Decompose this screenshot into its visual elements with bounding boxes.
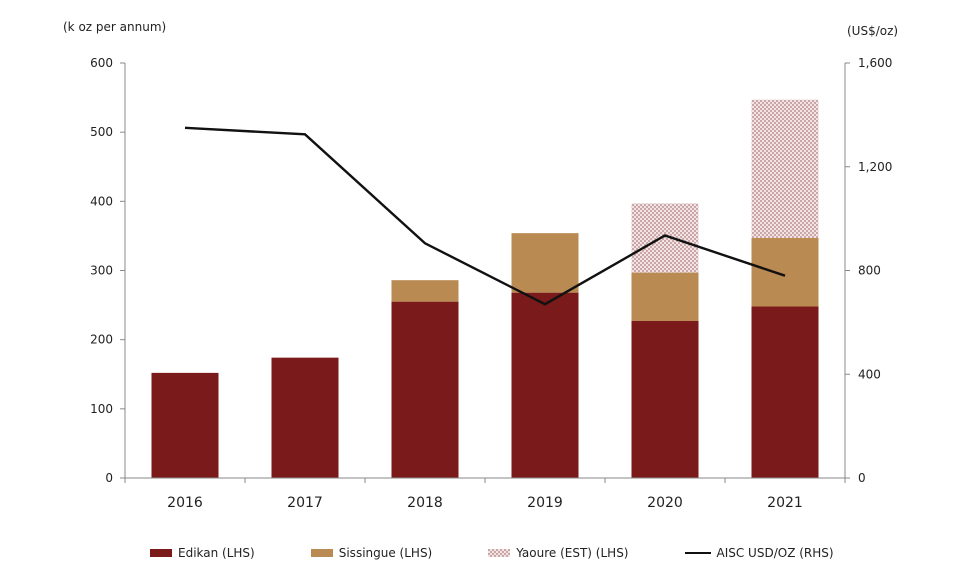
bar-sissingue-2018 [391,280,459,302]
bar-edikan-2020 [631,320,699,478]
legend-label-sissingue: Sissingue (LHS) [338,546,433,560]
bar-edikan-2018 [391,301,459,478]
aisc-line [184,126,786,306]
right-axis-label: (US$/oz) [847,24,899,38]
legend-item-aisc: AISC USD/OZ (RHS) [684,546,834,560]
legend: Edikan (LHS) Sissingue (LHS) Yaoure (EST… [150,543,910,563]
bar-sissingue-2020 [631,272,699,321]
left-tick-label-100: 100 [90,402,113,416]
left-tick-label-300: 300 [90,264,113,278]
legend-item-sissingue: Sissingue (LHS) [310,546,433,560]
legend-item-edikan: Edikan (LHS) [150,546,255,560]
x-tick-label-2016: 2016 [167,495,203,511]
legend-label-aisc: AISC USD/OZ (RHS) [716,546,834,560]
legend-label-yaoure: Yaoure (EST) (LHS) [516,546,629,560]
right-tick-label-800: 800 [858,264,881,278]
right-tick-label-400: 400 [858,367,881,381]
bar-edikan-2019 [511,292,579,478]
left-tick-label-400: 400 [90,194,113,208]
right-tick-label-0: 0 [858,471,866,485]
left-tick-label-200: 200 [90,333,113,347]
bar-yaoure-2020 [631,203,699,273]
right-tick-label-1200: 1,200 [858,160,892,174]
legend-swatch-edikan [150,549,172,557]
legend-swatch-sissingue [310,549,333,557]
legend-swatch-yaoure [488,549,511,557]
legend-label-edikan: Edikan (LHS) [178,546,255,560]
legend-item-yaoure: Yaoure (EST) (LHS) [488,546,629,560]
bar-edikan-2016 [151,372,219,478]
x-tick-label-2017: 2017 [287,495,323,511]
left-tick-label-0: 0 [105,471,113,485]
left-tick-label-600: 600 [90,56,113,70]
right-tick-label-1600: 1,600 [858,56,892,70]
left-axis-label: (k oz per annum) [63,20,167,34]
x-tick-label-2021: 2021 [767,495,803,511]
left-tick-label-500: 500 [90,125,113,139]
bar-edikan-2017 [271,357,339,478]
x-tick-label-2020: 2020 [647,495,683,511]
bar-sissingue-2021 [751,237,819,307]
bar-yaoure-2021 [751,99,819,238]
x-tick-label-2018: 2018 [407,495,443,511]
x-tick-label-2019: 2019 [527,495,563,511]
legend-swatch-aisc [684,552,711,554]
bar-sissingue-2019 [511,233,579,293]
bar-edikan-2021 [751,306,819,478]
